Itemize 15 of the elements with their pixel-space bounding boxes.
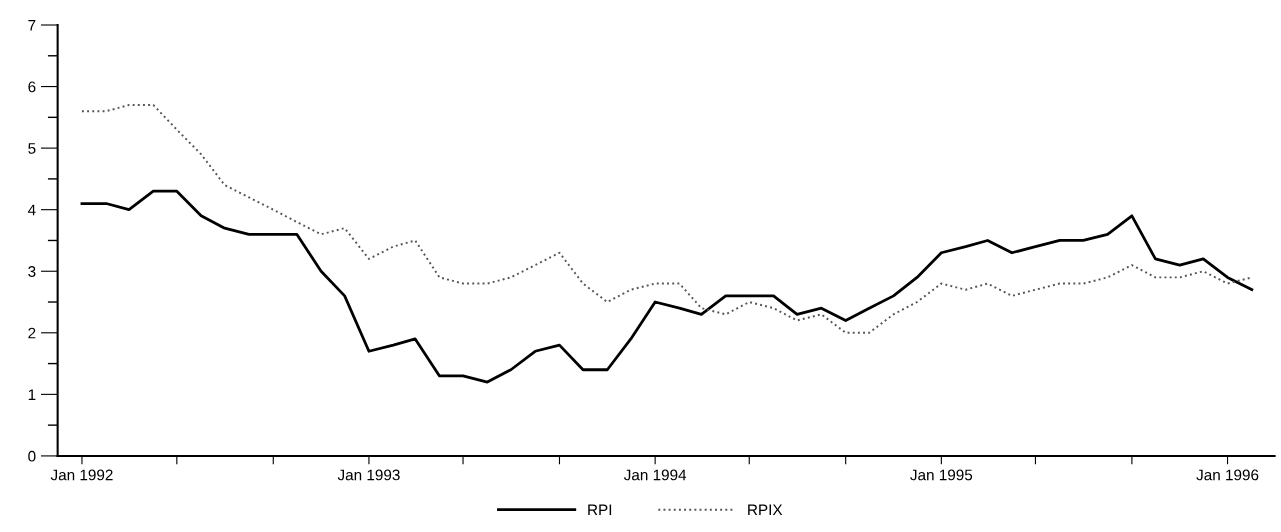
legend-label: RPI bbox=[588, 504, 612, 516]
x-tick-label: Jan 1993 bbox=[337, 469, 400, 481]
x-tick-label: Jan 1996 bbox=[1196, 469, 1259, 481]
y-tick-label: 5 bbox=[28, 143, 36, 154]
y-tick-label: 1 bbox=[28, 389, 36, 400]
y-tick-label: 4 bbox=[27, 204, 36, 216]
y-tick-label: 0 bbox=[28, 450, 36, 462]
y-tick-label: 3 bbox=[28, 266, 36, 277]
y-tick-label: 6 bbox=[28, 81, 36, 93]
y-tick-label: 7 bbox=[28, 20, 36, 31]
x-tick-label: Jan 1995 bbox=[910, 469, 973, 481]
y-tick-label: 2 bbox=[28, 327, 36, 339]
x-tick-label: Jan 1994 bbox=[623, 469, 687, 481]
x-tick-label: Jan 1992 bbox=[50, 469, 113, 481]
legend-label: RPIX bbox=[748, 504, 783, 516]
